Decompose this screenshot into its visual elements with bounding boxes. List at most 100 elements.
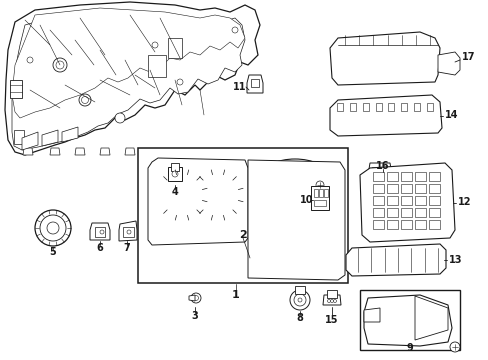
Bar bbox=[372, 172, 383, 181]
Bar bbox=[10, 80, 22, 98]
Circle shape bbox=[315, 181, 324, 189]
Circle shape bbox=[27, 57, 33, 63]
Circle shape bbox=[35, 210, 71, 246]
Polygon shape bbox=[22, 132, 38, 150]
Text: 8: 8 bbox=[296, 313, 303, 323]
Bar bbox=[336, 103, 342, 111]
Bar bbox=[123, 227, 134, 237]
Bar bbox=[386, 184, 397, 193]
Circle shape bbox=[289, 290, 309, 310]
Polygon shape bbox=[148, 158, 247, 245]
Circle shape bbox=[53, 58, 67, 72]
Bar bbox=[371, 167, 387, 177]
Circle shape bbox=[152, 42, 158, 48]
Polygon shape bbox=[367, 163, 391, 189]
Text: 16: 16 bbox=[375, 161, 389, 171]
Ellipse shape bbox=[285, 245, 305, 255]
Circle shape bbox=[115, 113, 125, 123]
Text: 4: 4 bbox=[171, 187, 178, 197]
Circle shape bbox=[193, 296, 198, 301]
Bar bbox=[310, 186, 328, 210]
Ellipse shape bbox=[262, 196, 327, 228]
Circle shape bbox=[192, 169, 244, 221]
Ellipse shape bbox=[267, 163, 322, 187]
Text: 12: 12 bbox=[457, 197, 470, 207]
Ellipse shape bbox=[267, 200, 322, 224]
Bar bbox=[426, 103, 432, 111]
Text: 14: 14 bbox=[444, 110, 458, 120]
Bar bbox=[372, 196, 383, 205]
Ellipse shape bbox=[267, 238, 322, 262]
Text: 7: 7 bbox=[123, 243, 130, 253]
Polygon shape bbox=[247, 160, 345, 280]
Bar bbox=[294, 286, 305, 294]
Polygon shape bbox=[75, 148, 85, 155]
Bar bbox=[371, 179, 387, 187]
Bar bbox=[414, 172, 425, 181]
Circle shape bbox=[127, 230, 131, 234]
Text: 11: 11 bbox=[233, 82, 246, 92]
Bar bbox=[318, 189, 323, 197]
Text: 17: 17 bbox=[461, 52, 474, 62]
Bar bbox=[414, 220, 425, 229]
Bar bbox=[428, 196, 439, 205]
Circle shape bbox=[231, 27, 238, 33]
Polygon shape bbox=[189, 295, 195, 301]
Polygon shape bbox=[42, 130, 58, 146]
Bar bbox=[401, 103, 407, 111]
Ellipse shape bbox=[285, 207, 305, 217]
Circle shape bbox=[330, 300, 333, 302]
Text: 3: 3 bbox=[191, 311, 198, 321]
Circle shape bbox=[449, 342, 459, 352]
Bar bbox=[400, 184, 411, 193]
Bar bbox=[400, 172, 411, 181]
Ellipse shape bbox=[262, 159, 327, 191]
Polygon shape bbox=[329, 95, 441, 136]
Circle shape bbox=[40, 215, 66, 241]
Bar bbox=[414, 196, 425, 205]
Circle shape bbox=[293, 294, 305, 306]
Text: 2: 2 bbox=[239, 230, 246, 240]
Circle shape bbox=[191, 293, 201, 303]
Bar bbox=[386, 196, 397, 205]
Ellipse shape bbox=[285, 170, 305, 180]
Bar bbox=[362, 103, 368, 111]
Circle shape bbox=[156, 169, 207, 221]
Polygon shape bbox=[246, 75, 263, 93]
Polygon shape bbox=[119, 221, 137, 241]
Circle shape bbox=[327, 300, 330, 302]
Bar bbox=[324, 189, 327, 197]
Bar bbox=[14, 130, 24, 144]
Circle shape bbox=[333, 300, 336, 302]
Bar bbox=[168, 167, 182, 181]
Bar bbox=[414, 184, 425, 193]
Bar bbox=[375, 103, 381, 111]
Polygon shape bbox=[346, 244, 445, 276]
Bar bbox=[386, 220, 397, 229]
Bar bbox=[400, 220, 411, 229]
Polygon shape bbox=[12, 8, 244, 118]
Text: 10: 10 bbox=[300, 195, 313, 205]
Polygon shape bbox=[329, 32, 439, 85]
Bar bbox=[413, 103, 419, 111]
Bar bbox=[400, 208, 411, 217]
Bar bbox=[372, 220, 383, 229]
Circle shape bbox=[198, 175, 238, 215]
Circle shape bbox=[172, 171, 178, 177]
Bar bbox=[386, 172, 397, 181]
Circle shape bbox=[79, 94, 91, 106]
Polygon shape bbox=[12, 12, 244, 150]
Polygon shape bbox=[363, 295, 451, 346]
Polygon shape bbox=[125, 148, 135, 155]
Bar bbox=[428, 220, 439, 229]
Bar bbox=[171, 163, 179, 171]
Bar bbox=[138, 148, 347, 283]
Bar bbox=[372, 184, 383, 193]
Polygon shape bbox=[62, 127, 78, 142]
Polygon shape bbox=[414, 296, 447, 340]
Polygon shape bbox=[359, 163, 454, 242]
Circle shape bbox=[100, 230, 104, 234]
Bar bbox=[326, 290, 336, 298]
Polygon shape bbox=[5, 2, 260, 155]
Circle shape bbox=[209, 187, 225, 203]
